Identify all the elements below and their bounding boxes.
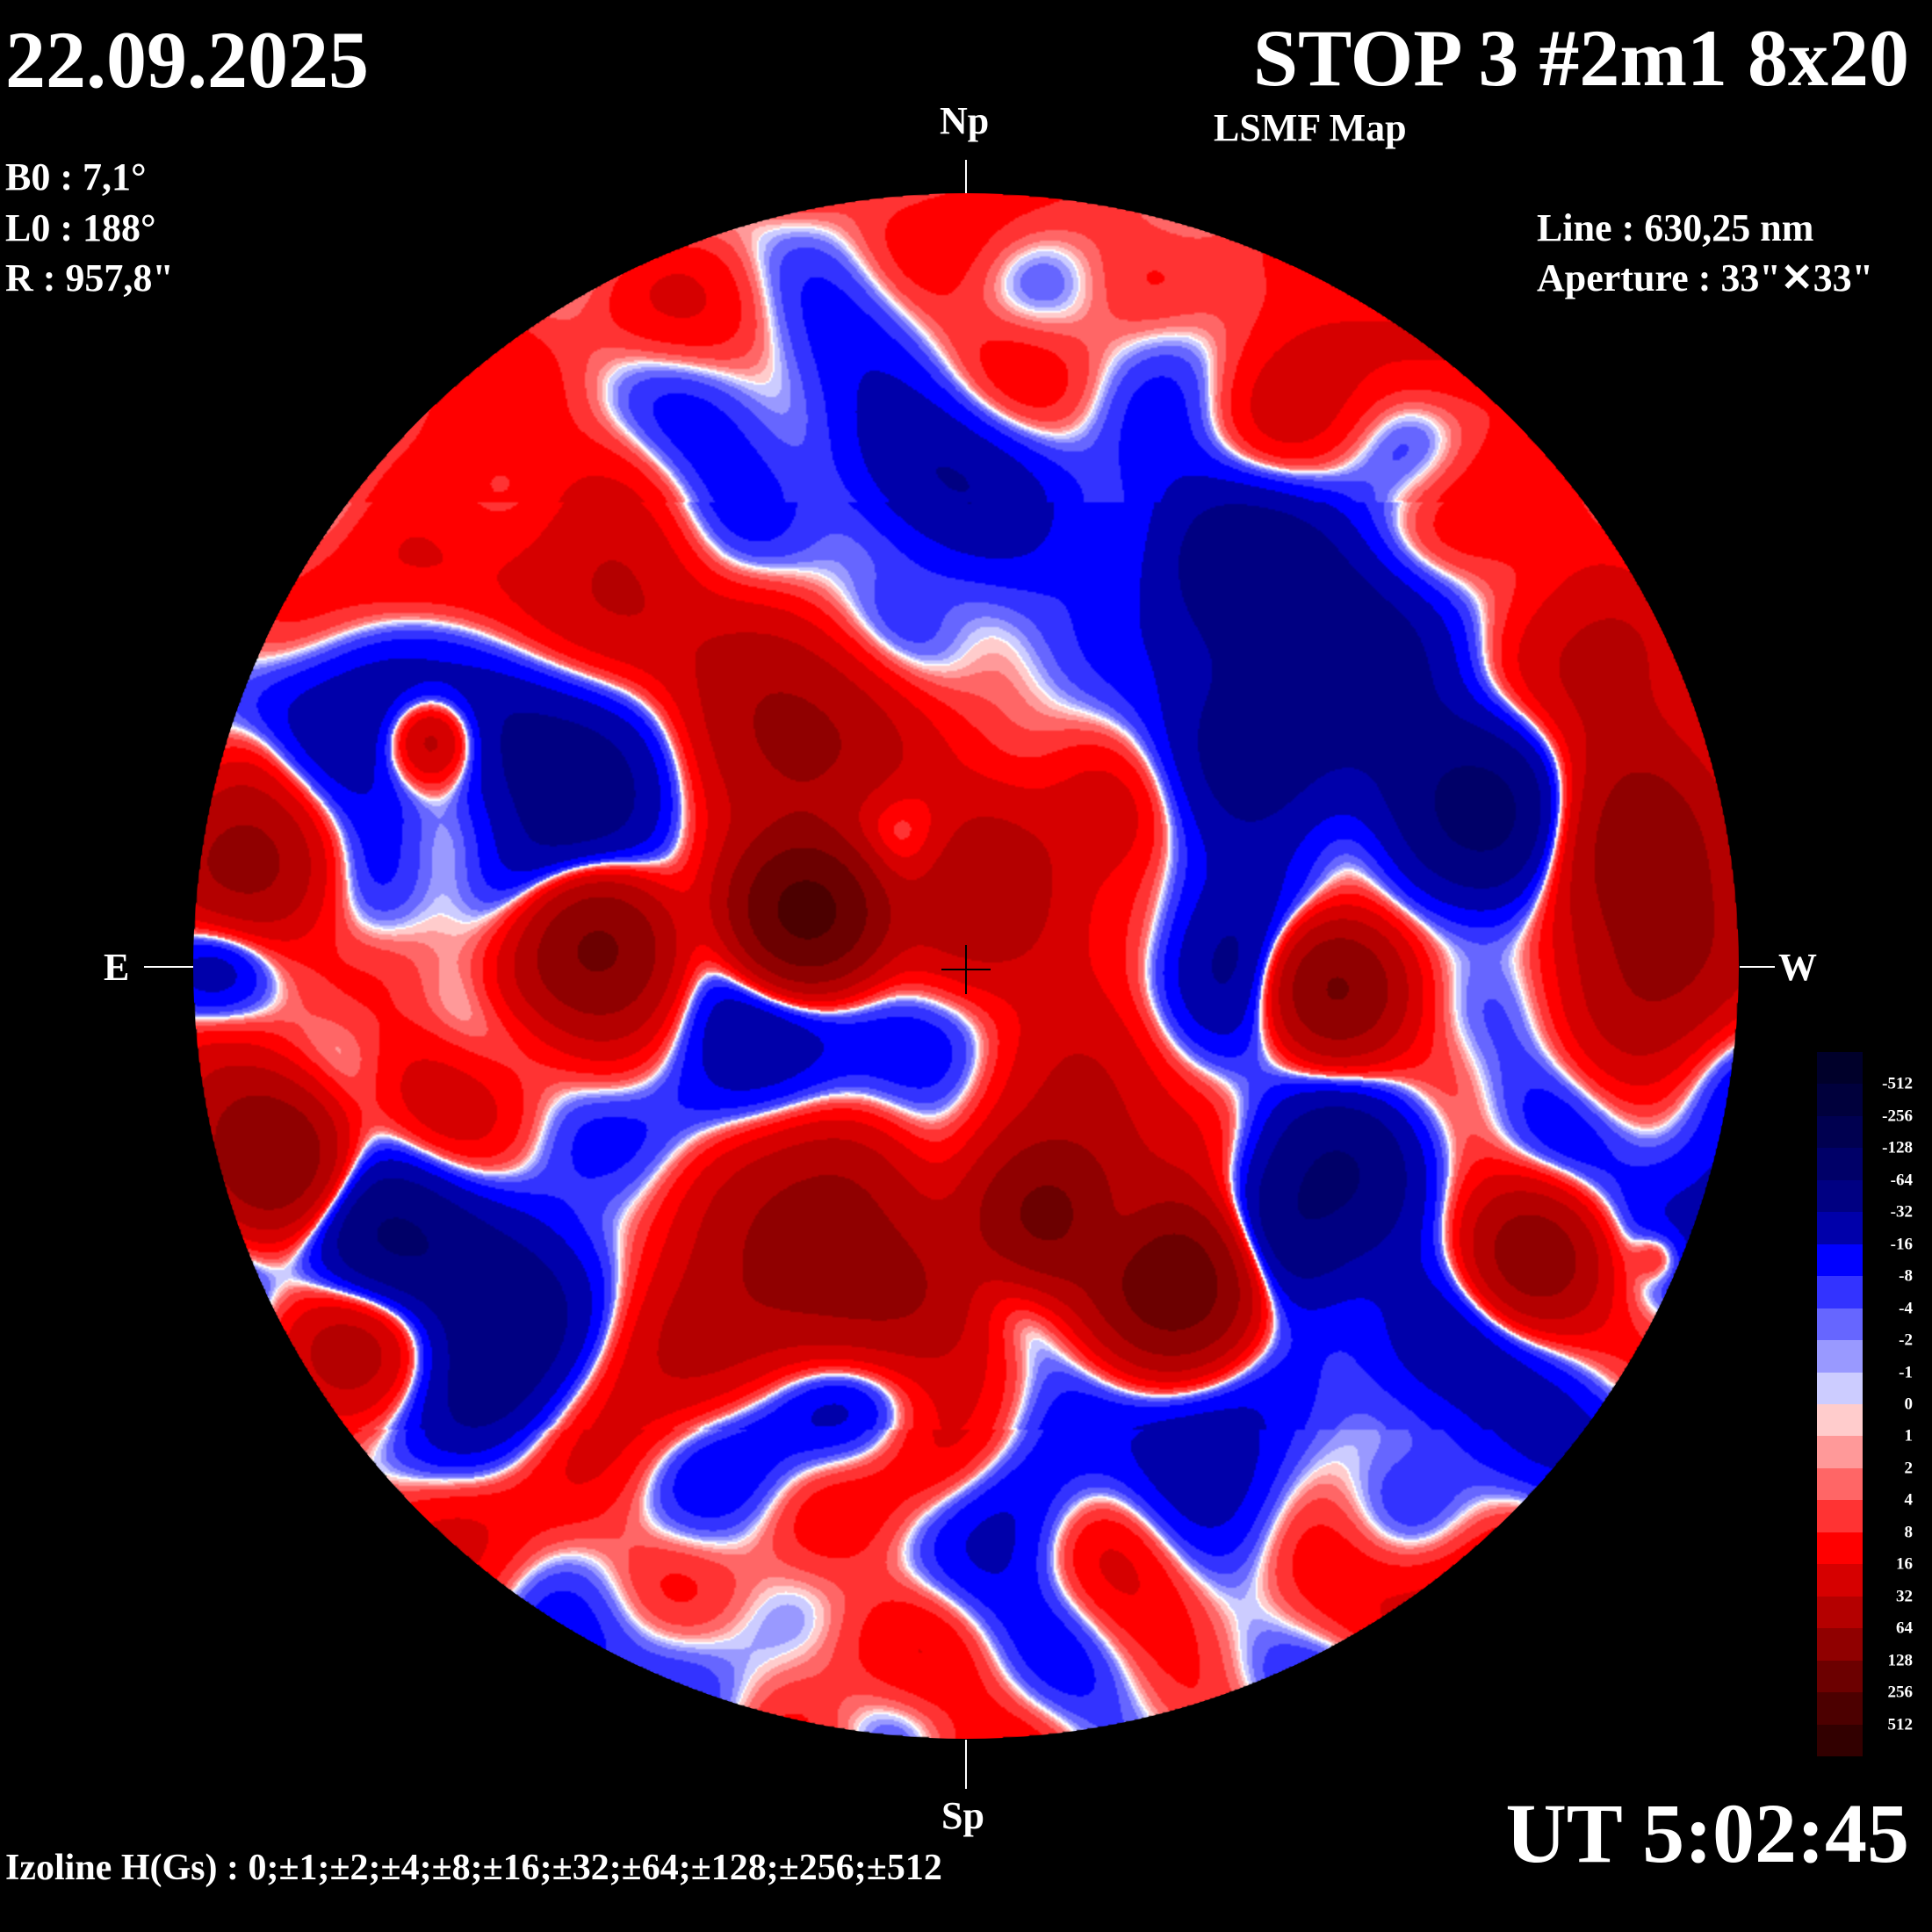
universal-time: UT 5:02:45 <box>1505 1786 1909 1880</box>
observation-date: 22.09.2025 <box>5 15 369 105</box>
colorbar-segment <box>1817 1692 1863 1725</box>
colorbar-segment <box>1817 1179 1863 1213</box>
colorbar-segment <box>1817 1403 1863 1437</box>
colorbar-segment <box>1817 1052 1863 1085</box>
colorbar-segment <box>1817 1148 1863 1180</box>
colorbar-label: -1 <box>1899 1363 1913 1382</box>
colorbar-label: 128 <box>1887 1651 1914 1670</box>
colorbar-segment <box>1817 1532 1863 1565</box>
colorbar-label: -2 <box>1899 1330 1913 1350</box>
colorbar-label: 0 <box>1904 1395 1914 1414</box>
colorbar-segment <box>1817 1436 1863 1468</box>
disk-center-crosshair-vertical <box>965 945 967 994</box>
aperture-info: Aperture : 33"✕33" <box>1537 256 1874 299</box>
colorbar-label: 64 <box>1896 1618 1913 1638</box>
isoline-levels: Izoline H(Gs) : 0;±1;±2;±4;±8;±16;±32;±6… <box>5 1848 942 1888</box>
north-tick <box>965 160 967 193</box>
colorbar-segment <box>1817 1564 1863 1597</box>
colorbar-segment <box>1817 1276 1863 1308</box>
west-label: W <box>1778 946 1817 989</box>
colorbar-label: 32 <box>1896 1587 1913 1606</box>
south-tick <box>965 1740 967 1789</box>
l0-parameter: L0 : 188° <box>5 206 156 249</box>
b0-parameter: B0 : 7,1° <box>5 155 147 198</box>
colorbar-segment <box>1817 1724 1863 1756</box>
colorbar-label: 8 <box>1904 1523 1914 1542</box>
field-strength-colorbar <box>1817 1052 1863 1756</box>
colorbar-segment <box>1817 1596 1863 1629</box>
colorbar-segment <box>1817 1500 1863 1532</box>
east-label: E <box>104 946 130 989</box>
spectral-line-info: Line : 630,25 nm <box>1537 206 1814 249</box>
colorbar-segment <box>1817 1660 1863 1693</box>
radius-parameter: R : 957,8" <box>5 256 174 299</box>
colorbar-label: -256 <box>1882 1107 1913 1126</box>
colorbar-label: -32 <box>1890 1202 1913 1222</box>
colorbar-label: 256 <box>1887 1683 1914 1702</box>
west-tick <box>1740 966 1775 968</box>
south-pole-label: Sp <box>941 1794 984 1837</box>
colorbar-label: 1 <box>1904 1426 1914 1445</box>
colorbar-segment <box>1817 1244 1863 1277</box>
colorbar-segment <box>1817 1212 1863 1244</box>
colorbar-label: -16 <box>1890 1235 1913 1254</box>
map-subtitle: LSMF Map <box>1214 106 1407 149</box>
map-title: STOP 3 #2m1 8x20 <box>1252 13 1909 103</box>
colorbar-label: -64 <box>1890 1171 1913 1190</box>
colorbar-segment <box>1817 1308 1863 1341</box>
colorbar-segment <box>1817 1084 1863 1116</box>
colorbar-label: 512 <box>1887 1715 1914 1734</box>
colorbar-segment <box>1817 1628 1863 1661</box>
colorbar-label: -4 <box>1899 1299 1913 1318</box>
colorbar-label: 2 <box>1904 1459 1914 1478</box>
colorbar-segment <box>1817 1115 1863 1149</box>
north-pole-label: Np <box>940 99 990 142</box>
colorbar-label: 16 <box>1896 1554 1913 1574</box>
colorbar-segment <box>1817 1467 1863 1501</box>
colorbar-label: 4 <box>1904 1490 1914 1510</box>
colorbar-label: -512 <box>1882 1074 1913 1093</box>
colorbar-segment <box>1817 1340 1863 1373</box>
colorbar-label: -128 <box>1882 1138 1913 1157</box>
east-tick <box>144 966 193 968</box>
colorbar-label: -8 <box>1899 1266 1913 1286</box>
colorbar-segment <box>1817 1372 1863 1404</box>
